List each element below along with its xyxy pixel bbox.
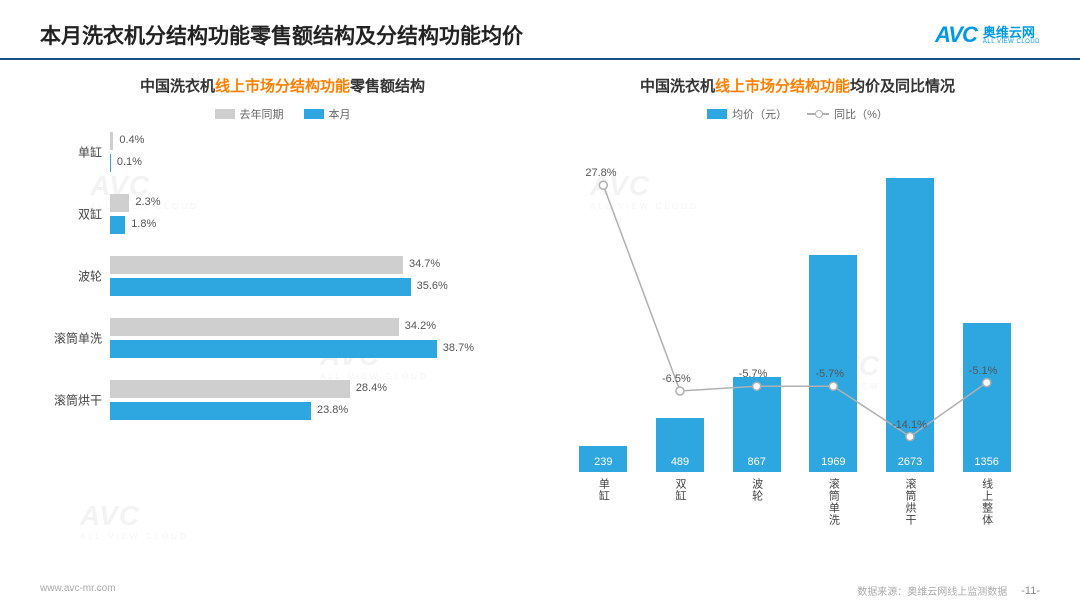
- vbar-column: 1969滚筒单洗: [809, 255, 857, 472]
- hbar-value-label: 28.4%: [356, 382, 387, 394]
- page-title: 本月洗衣机分结构功能零售额结构及分结构功能均价: [40, 20, 523, 50]
- legend-swatch: [215, 109, 235, 119]
- vchart: 239单缸489双缸867波轮1969滚筒单洗2673滚筒烘干1356线上整体2…: [555, 132, 1040, 522]
- vbar: 489: [656, 418, 704, 472]
- hbar: 28.4%: [110, 380, 350, 398]
- line-value-label: -5.7%: [739, 368, 768, 380]
- hbar: 34.7%: [110, 256, 403, 274]
- vbar-category-label: 单缸: [595, 478, 611, 502]
- vbar: 1356: [963, 323, 1011, 472]
- hbar-value-label: 35.6%: [417, 280, 448, 292]
- logo-mark: AVC: [935, 22, 977, 48]
- legend-swatch: [304, 109, 324, 119]
- hbar-value-label: 0.4%: [119, 134, 144, 146]
- hbar: 0.4%: [110, 132, 113, 150]
- vbar-value-label: 1356: [963, 456, 1011, 468]
- hbar-value-label: 23.8%: [317, 404, 348, 416]
- hbar-value-label: 0.1%: [117, 156, 142, 168]
- legend-item: 同比（%）: [807, 106, 888, 122]
- footer-url: www.avc-mr.com: [40, 583, 116, 598]
- hbar-value-label: 34.2%: [405, 320, 436, 332]
- hbar-group: 滚筒烘干28.4%23.8%: [110, 380, 525, 420]
- vbar: 867: [733, 377, 781, 472]
- vbar-column: 239单缸: [579, 446, 627, 472]
- vbar-value-label: 2673: [886, 456, 934, 468]
- legend-item: 去年同期: [215, 106, 284, 122]
- vbar: 1969: [809, 255, 857, 472]
- vbar-column: 1356线上整体: [963, 323, 1011, 472]
- logo: AVC 奥维云网 ALL VIEW CLOUD: [935, 22, 1040, 48]
- hbar-category-label: 滚筒烘干: [40, 392, 102, 409]
- line-value-label: -14.1%: [892, 419, 927, 431]
- hbar-value-label: 34.7%: [409, 258, 440, 270]
- hbar: 1.8%: [110, 216, 125, 234]
- vbar-column: 867波轮: [733, 377, 781, 472]
- legend-label: 同比（%）: [834, 106, 888, 122]
- line-value-label: 27.8%: [585, 167, 616, 179]
- right-chart-panel: 中国洗衣机线上市场分结构功能均价及同比情况 均价（元） 同比（%） 239单缸4…: [555, 75, 1040, 522]
- hbar: 23.8%: [110, 402, 311, 420]
- left-legend: 去年同期 本月: [40, 106, 525, 122]
- hbar: 2.3%: [110, 194, 129, 212]
- hbar-category-label: 单缸: [40, 144, 102, 161]
- page-number: -11-: [1021, 585, 1040, 597]
- hbar: 35.6%: [110, 278, 411, 296]
- hbar-value-label: 38.7%: [443, 342, 474, 354]
- hbar: 0.1%: [110, 154, 111, 172]
- vbar-category-label: 滚筒烘干: [902, 478, 918, 526]
- hbar-group: 双缸2.3%1.8%: [110, 194, 525, 234]
- legend-label: 本月: [329, 106, 351, 122]
- vbar-value-label: 239: [579, 456, 627, 468]
- vbar-category-label: 线上整体: [979, 478, 995, 526]
- hbar-category-label: 双缸: [40, 206, 102, 223]
- line-value-label: -5.1%: [969, 365, 998, 377]
- hbar-value-label: 1.8%: [131, 218, 156, 230]
- vbar-value-label: 489: [656, 456, 704, 468]
- legend-item: 均价（元）: [707, 106, 787, 122]
- vbar-column: 489双缸: [656, 418, 704, 472]
- logo-cn: 奥维云网: [983, 26, 1040, 39]
- hbar-group: 波轮34.7%35.6%: [110, 256, 525, 296]
- line-value-label: -6.5%: [662, 373, 691, 385]
- right-legend: 均价（元） 同比（%）: [555, 106, 1040, 122]
- footer: www.avc-mr.com 数据来源：奥维云网线上监测数据 -11-: [40, 583, 1040, 598]
- legend-label: 均价（元）: [732, 106, 787, 122]
- vbar: 239: [579, 446, 627, 472]
- vbar-category-label: 双缸: [672, 478, 688, 502]
- vbar-value-label: 867: [733, 456, 781, 468]
- hbar-chart: 单缸0.4%0.1%双缸2.3%1.8%波轮34.7%35.6%滚筒单洗34.2…: [40, 132, 525, 522]
- left-chart-title: 中国洗衣机线上市场分结构功能零售额结构: [40, 75, 525, 96]
- legend-swatch: [707, 109, 727, 119]
- hbar: 38.7%: [110, 340, 437, 358]
- logo-en: ALL VIEW CLOUD: [983, 39, 1040, 45]
- hbar-group: 滚筒单洗34.2%38.7%: [110, 318, 525, 358]
- hbar-group: 单缸0.4%0.1%: [110, 132, 525, 172]
- legend-label: 去年同期: [240, 106, 284, 122]
- hbar-category-label: 滚筒单洗: [40, 330, 102, 347]
- vbar-category-label: 波轮: [749, 478, 765, 502]
- vbar-value-label: 1969: [809, 456, 857, 468]
- right-chart-title: 中国洗衣机线上市场分结构功能均价及同比情况: [555, 75, 1040, 96]
- legend-item: 本月: [304, 106, 351, 122]
- footer-source: 数据来源：奥维云网线上监测数据: [857, 583, 1007, 598]
- hbar: 34.2%: [110, 318, 399, 336]
- header: 本月洗衣机分结构功能零售额结构及分结构功能均价 AVC 奥维云网 ALL VIE…: [0, 0, 1080, 60]
- line-value-label: -5.7%: [815, 368, 844, 380]
- hbar-value-label: 2.3%: [135, 196, 160, 208]
- vbar-category-label: 滚筒单洗: [825, 478, 841, 526]
- legend-line-swatch: [807, 113, 829, 115]
- hbar-category-label: 波轮: [40, 268, 102, 285]
- line-overlay: [565, 142, 1025, 472]
- left-chart-panel: 中国洗衣机线上市场分结构功能零售额结构 去年同期 本月 单缸 0.4% 0.1% 双缸…: [40, 75, 525, 522]
